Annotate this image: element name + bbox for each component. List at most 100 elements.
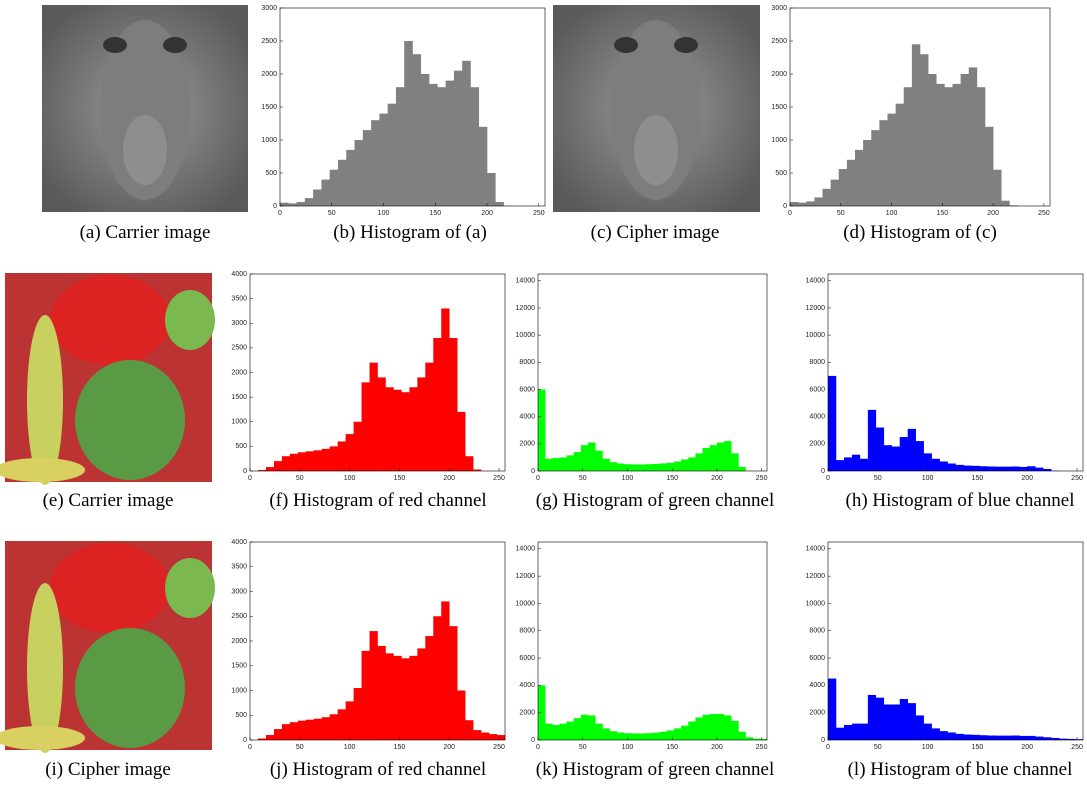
x-tick-label: 150 [972,475,984,482]
histogram-bar [883,704,893,740]
y-tick-label: 10000 [516,600,536,607]
histogram-bar [899,699,908,740]
histogram-bar [681,459,689,471]
y-tick-label: 14000 [806,546,826,553]
histogram-bar [979,466,988,471]
x-tick-label: 0 [826,475,830,482]
x-tick-label: 150 [394,475,406,482]
x-tick-label: 250 [533,210,545,217]
histogram-bar [871,130,880,206]
histogram-bar [716,442,725,471]
histogram-bar [429,83,438,206]
histogram-bar [709,445,718,471]
histogram-bar [337,159,347,206]
histogram-bar [960,74,970,206]
histogram-bar [623,733,632,740]
histogram-bar [1009,205,1018,206]
histogram-bar [609,731,618,740]
histogram-bar [985,126,994,206]
histogram-bar [851,454,861,471]
y-tick-label: 10000 [806,332,826,339]
x-tick-label: 50 [874,475,882,482]
plot-frame [827,541,1084,741]
y-tick-label: 2000 [809,710,825,717]
x-tick-label: 250 [756,744,768,751]
histogram-bar [566,455,575,471]
histogram-bar [478,126,488,206]
y-tick-label: 1500 [261,104,277,111]
histogram-bar [638,464,646,471]
histogram-bar [1043,737,1052,740]
histogram-bar [955,733,964,740]
y-tick-label: 3000 [771,5,787,12]
x-tick-label: 200 [987,210,999,217]
histogram-bar [855,149,864,206]
histogram-bar [404,41,413,206]
y-tick-label: 12000 [516,573,536,580]
histogram-bar [273,461,283,471]
histogram-bar [588,715,596,740]
histogram-bar [371,120,380,206]
x-tick-label: 100 [378,210,390,217]
histogram-bar [666,462,675,471]
histogram-bar [481,732,490,740]
x-tick-label: 50 [328,210,336,217]
y-tick-label: 6000 [519,655,535,662]
histogram-bar [441,601,450,740]
histogram-bar [731,720,739,740]
histogram-bar [838,169,848,206]
x-tick-label: 100 [922,475,934,482]
caption: (e) Carrier image [43,490,174,511]
histogram-bar [441,308,450,471]
histogram-bar [297,720,307,740]
histogram-bar [425,636,434,740]
x-tick-label: 0 [536,475,540,482]
histogram-bar [552,724,560,740]
plot-frame [827,273,1084,472]
histogram-bar [281,724,291,740]
histogram-bar [987,466,996,471]
y-tick-label: 14000 [516,278,536,285]
histogram-bar [976,87,986,206]
histogram-bar [566,721,575,740]
x-tick-label: 50 [579,475,587,482]
histogram-bar [573,451,582,471]
histogram-bar [702,714,711,740]
x-tick-label: 200 [443,744,455,751]
y-tick-label: 500 [265,170,277,177]
y-tick-label: 10000 [516,332,536,339]
caption: (d) Histogram of (c) [843,222,997,243]
histogram-bar [923,453,932,471]
histogram-bar [273,729,283,740]
histogram-bar [1003,735,1012,740]
histogram-bar [716,714,725,740]
y-tick-label: 4000 [809,413,825,420]
histogram-bar [495,202,504,206]
histogram-bar [265,735,275,740]
histogram-bar [297,452,307,471]
histogram-bar [453,70,463,206]
y-tick-label: 2500 [771,38,787,45]
histogram-bar [939,461,948,471]
histogram-bar [412,54,422,207]
y-tick-label: 500 [235,712,247,719]
x-tick-label: 150 [937,210,949,217]
histogram-bar [409,655,418,740]
histogram-bar [616,732,625,740]
y-tick-label: 6000 [519,386,535,393]
carrier-image-gray [42,5,248,212]
y-tick-label: 3000 [261,5,277,12]
x-tick-label: 200 [481,210,493,217]
histogram-bar [305,451,315,471]
histogram-bar [559,457,567,471]
histogram-bar [867,694,877,740]
histogram-bar [1001,200,1010,206]
histogram-bar [1003,466,1012,471]
x-tick-label: 50 [837,210,845,217]
y-tick-label: 12000 [806,573,826,580]
y-tick-label: 0 [273,203,277,210]
x-tick-label: 100 [922,744,934,751]
histogram-bar [1035,467,1044,471]
histogram-bar [1059,738,1068,740]
